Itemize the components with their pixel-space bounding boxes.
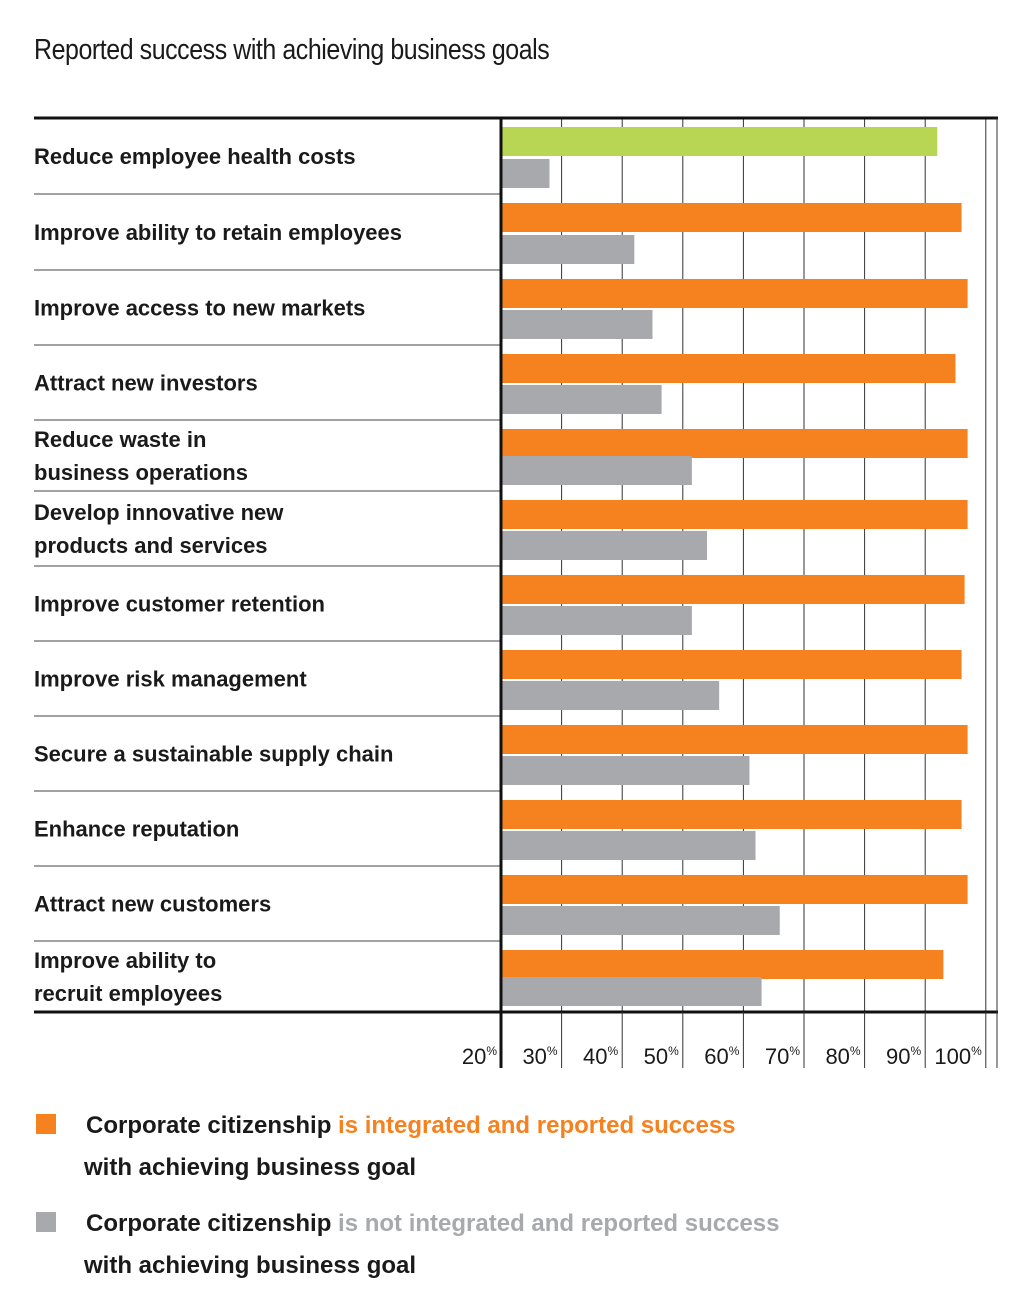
tick-label: 50% — [644, 1044, 679, 1069]
bar-integrated — [501, 800, 962, 829]
category-label: business operations — [34, 460, 248, 485]
legend-swatch-orange — [36, 1114, 56, 1134]
bar-integrated — [501, 429, 968, 458]
bar-not-integrated — [501, 310, 653, 339]
category-label: Reduce employee health costs — [34, 144, 356, 169]
bar-integrated — [501, 127, 938, 156]
bar-chart: Reduce employee health costs Improve abil… — [34, 116, 998, 1069]
chart-title: Reported success with achieving business… — [34, 34, 550, 66]
category-label: Secure a sustainable supply chain — [34, 742, 393, 767]
bar-not-integrated — [501, 831, 756, 860]
legend-prefix: Corporate citizenship — [86, 1112, 332, 1139]
tick-label: 80% — [825, 1044, 860, 1069]
legend-prefix: Corporate citizenship — [86, 1210, 332, 1237]
category-label: Reduce waste in — [34, 427, 206, 452]
bar-integrated — [501, 650, 962, 679]
bar-not-integrated — [501, 606, 692, 635]
category-label: products and services — [34, 533, 268, 558]
legend: Corporate citizenship is integrated and … — [34, 1105, 780, 1301]
bar-not-integrated — [501, 235, 635, 264]
bar-integrated — [501, 575, 965, 604]
category-label: recruit employees — [34, 981, 222, 1006]
tick-label: 90% — [886, 1044, 921, 1069]
category-label: Improve customer retention — [34, 592, 325, 617]
category-label: Enhance reputation — [34, 817, 239, 842]
legend-line2: with achieving business goal — [84, 1252, 417, 1279]
legend-highlight: is integrated and reported success — [338, 1112, 736, 1139]
bar-integrated — [501, 500, 968, 529]
legend-swatch-gray — [36, 1212, 56, 1232]
bar-not-integrated — [501, 977, 762, 1006]
legend-line2: with achieving business goal — [84, 1154, 417, 1181]
tick-label: 40% — [583, 1044, 618, 1069]
bar-not-integrated — [501, 681, 720, 710]
tick-label: 60% — [704, 1044, 739, 1069]
tick-label: 100% — [934, 1044, 982, 1069]
category-label: Attract new investors — [34, 371, 258, 396]
category-label: Attract new customers — [34, 892, 271, 917]
bar-not-integrated — [501, 756, 750, 785]
bar-not-integrated — [501, 906, 780, 935]
bar-integrated — [501, 279, 968, 308]
category-label: Improve access to new markets — [34, 296, 365, 321]
category-label: Develop innovative new — [34, 500, 284, 525]
category-label: Improve risk management — [34, 667, 307, 692]
bar-integrated — [501, 203, 962, 232]
tick-label: 30% — [522, 1044, 557, 1069]
legend-item-not-integrated: Corporate citizenship is not integrated … — [34, 1203, 780, 1287]
legend-highlight: is not integrated and reported success — [338, 1210, 780, 1237]
bar-integrated — [501, 354, 956, 383]
bar-integrated — [501, 875, 968, 904]
bar-integrated — [501, 725, 968, 754]
category-label: Improve ability to retain employees — [34, 220, 402, 245]
bar-integrated — [501, 950, 944, 979]
bar-not-integrated — [501, 159, 550, 188]
bar-not-integrated — [501, 385, 662, 414]
legend-item-integrated: Corporate citizenship is integrated and … — [34, 1105, 780, 1189]
bar-not-integrated — [501, 456, 692, 485]
tick-label: 20% — [462, 1044, 497, 1069]
bar-not-integrated — [501, 531, 708, 560]
tick-label: 70% — [765, 1044, 800, 1069]
category-label: Improve ability to — [34, 948, 216, 973]
